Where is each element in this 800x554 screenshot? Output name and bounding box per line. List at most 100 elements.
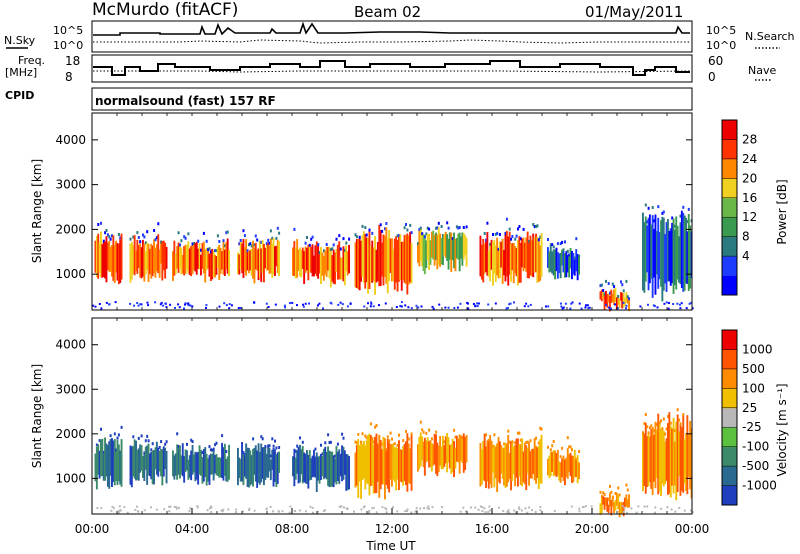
echo-mark — [535, 445, 537, 484]
echo-mark — [437, 445, 440, 473]
echo-mark — [664, 234, 667, 284]
echo-mark — [304, 246, 307, 274]
echo-mark — [407, 235, 410, 285]
echo-mark — [198, 445, 201, 475]
echo-mark — [679, 425, 682, 496]
echo-mark — [144, 446, 147, 470]
echo-mark — [498, 241, 501, 279]
echo-mark — [325, 246, 328, 277]
echo-mark — [622, 510, 625, 513]
echo-mark — [410, 231, 413, 235]
echo-mark — [321, 252, 324, 276]
power-colorbar-label: Power [dB] — [775, 179, 789, 244]
echo-mark — [158, 450, 161, 472]
echo-mark — [609, 492, 611, 507]
echo-mark — [180, 247, 183, 275]
echo-mark — [407, 443, 410, 483]
echo-mark — [341, 303, 344, 306]
echo-mark — [518, 506, 521, 509]
echo-mark — [678, 506, 681, 509]
echo-mark — [151, 245, 154, 277]
colorbar-segment — [722, 158, 737, 179]
echo-mark — [218, 305, 221, 308]
echo-mark — [225, 242, 228, 269]
echo-mark — [658, 421, 661, 425]
echo-mark — [647, 303, 649, 306]
echo-mark — [355, 235, 358, 239]
echo-mark — [426, 437, 429, 462]
echo-mark — [524, 507, 527, 510]
echo-mark — [442, 234, 444, 237]
echo-mark — [329, 451, 332, 487]
echo-mark — [222, 239, 225, 243]
echo-mark — [675, 421, 678, 501]
freq-trace — [93, 60, 690, 76]
echo-mark — [209, 453, 212, 475]
echo-mark — [184, 303, 186, 306]
echo-mark — [454, 435, 457, 439]
echo-mark — [365, 440, 368, 483]
echo-mark — [443, 233, 446, 256]
echo-mark — [137, 448, 140, 481]
power-y-axis: 1000 2000 3000 4000 — [55, 133, 692, 281]
echo-mark — [479, 235, 482, 277]
echo-mark — [483, 243, 486, 274]
echo-mark — [275, 236, 278, 240]
echo-mark — [346, 454, 349, 491]
echo-mark — [562, 306, 565, 309]
x-tick-label: 00:00 — [75, 522, 110, 536]
echo-mark — [508, 453, 511, 479]
echo-mark — [274, 246, 276, 276]
echo-mark — [120, 439, 123, 487]
echo-mark — [419, 226, 422, 230]
echo-mark — [400, 305, 403, 308]
echo-mark — [346, 251, 349, 276]
noise-right-tick-top: 10^5 — [706, 24, 736, 37]
echo-mark — [249, 450, 252, 486]
echo-mark — [258, 451, 261, 485]
echo-mark — [646, 425, 649, 429]
echo-mark — [500, 241, 503, 268]
echo-mark — [545, 305, 547, 308]
echo-mark — [292, 247, 294, 276]
echo-mark — [554, 249, 556, 280]
echo-mark — [257, 443, 260, 483]
echo-mark — [657, 217, 660, 289]
echo-mark — [603, 294, 606, 311]
echo-mark — [184, 302, 187, 305]
echo-mark — [609, 484, 611, 488]
echo-mark — [532, 233, 535, 278]
colorbar-segment — [722, 120, 737, 140]
echo-mark — [222, 447, 225, 481]
echo-mark — [610, 307, 612, 310]
echo-mark — [530, 449, 533, 479]
echo-mark — [296, 450, 299, 474]
echo-mark — [647, 217, 650, 291]
echo-mark — [573, 258, 576, 276]
echo-mark — [119, 238, 122, 283]
echo-mark — [536, 237, 539, 283]
echo-mark — [381, 442, 384, 446]
echo-mark — [94, 240, 97, 273]
echo-mark — [301, 445, 304, 484]
echo-mark — [360, 440, 363, 444]
echo-mark — [250, 455, 253, 485]
echo-mark — [559, 242, 562, 246]
echo-mark — [97, 444, 100, 475]
echo-mark — [648, 214, 651, 284]
echo-mark — [368, 510, 371, 512]
colorbar-tick-label: -25 — [742, 420, 762, 434]
echo-mark — [184, 244, 187, 274]
echo-mark — [272, 510, 275, 513]
echo-mark — [552, 450, 555, 477]
echo-mark — [304, 241, 307, 245]
echo-mark — [497, 247, 500, 251]
echo-mark — [115, 450, 117, 481]
echo-mark — [117, 233, 120, 236]
echo-mark — [143, 453, 146, 481]
echo-mark — [669, 425, 672, 498]
echo-mark — [317, 456, 320, 481]
echo-mark — [132, 245, 135, 274]
echo-mark — [136, 239, 139, 274]
echo-mark — [680, 427, 683, 491]
